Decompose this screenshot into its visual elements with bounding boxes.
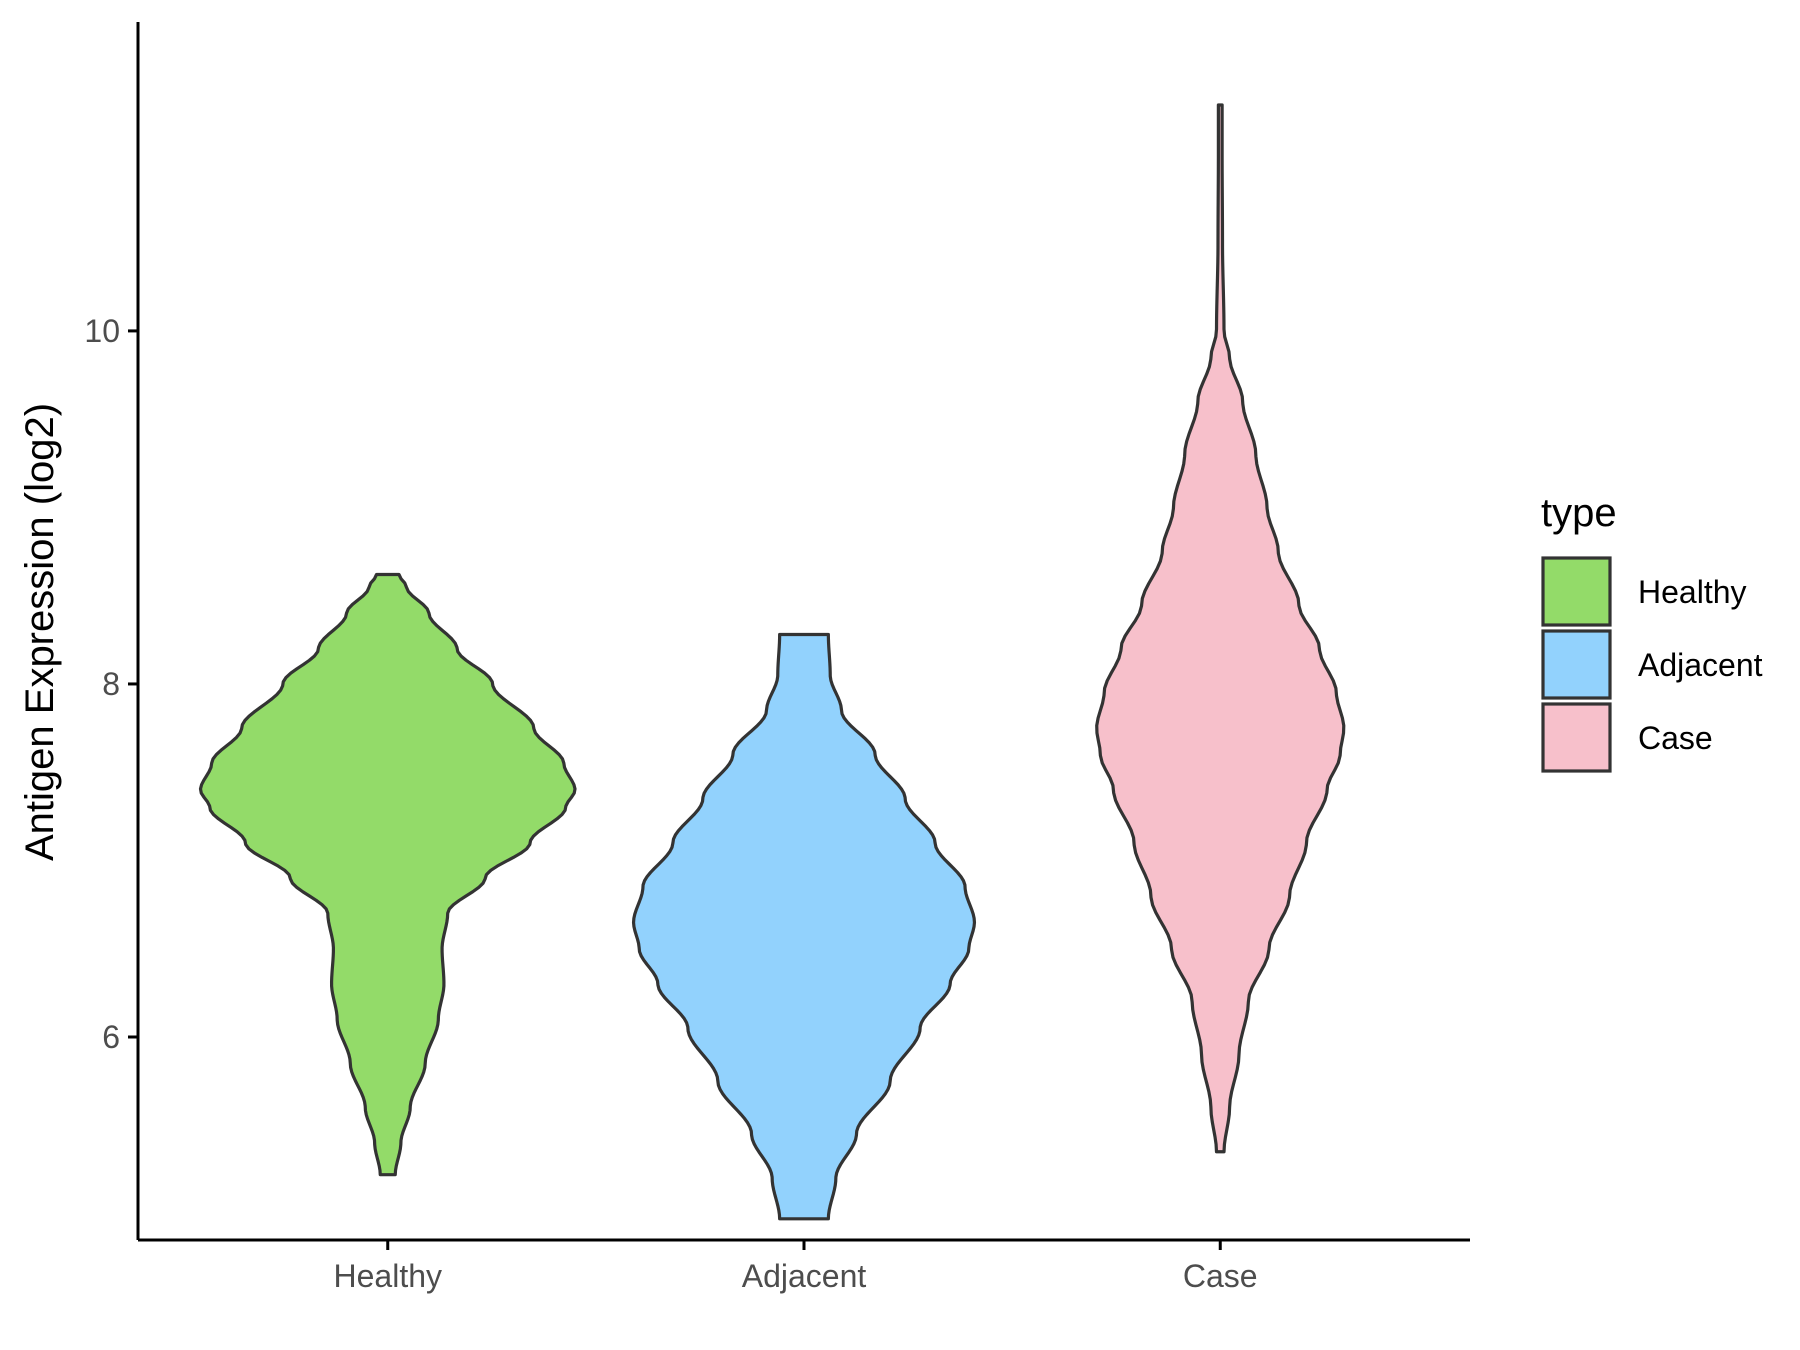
violin-case (1095, 103, 1346, 1154)
y-axis-title: Antigen Expression (log2) (18, 403, 62, 861)
legend: type Healthy Adjacent Case (1541, 491, 1763, 773)
legend-label-case: Case (1638, 720, 1713, 756)
y-tick-label: 6 (102, 1019, 120, 1055)
legend-swatch-case (1541, 702, 1612, 773)
violin-layer (198, 103, 1346, 1221)
y-tick-label: 10 (84, 313, 120, 349)
y-tick-label: 8 (102, 666, 120, 702)
legend-items: Healthy Adjacent Case (1541, 556, 1763, 773)
legend-label-healthy: Healthy (1638, 574, 1747, 610)
y-axis-ticks: 6 8 10 (84, 313, 138, 1055)
x-tick-label: Adjacent (742, 1258, 867, 1294)
x-axis-ticks: Healthy Adjacent Case (334, 1240, 1258, 1294)
legend-swatch-adjacent (1541, 629, 1612, 700)
legend-label-adjacent: Adjacent (1638, 647, 1763, 683)
legend-swatch-healthy (1541, 556, 1612, 627)
violin-adjacent (631, 632, 977, 1221)
legend-title: type (1541, 491, 1617, 535)
violin-healthy (198, 572, 577, 1177)
x-tick-label: Case (1183, 1258, 1258, 1294)
x-tick-label: Healthy (334, 1258, 443, 1294)
